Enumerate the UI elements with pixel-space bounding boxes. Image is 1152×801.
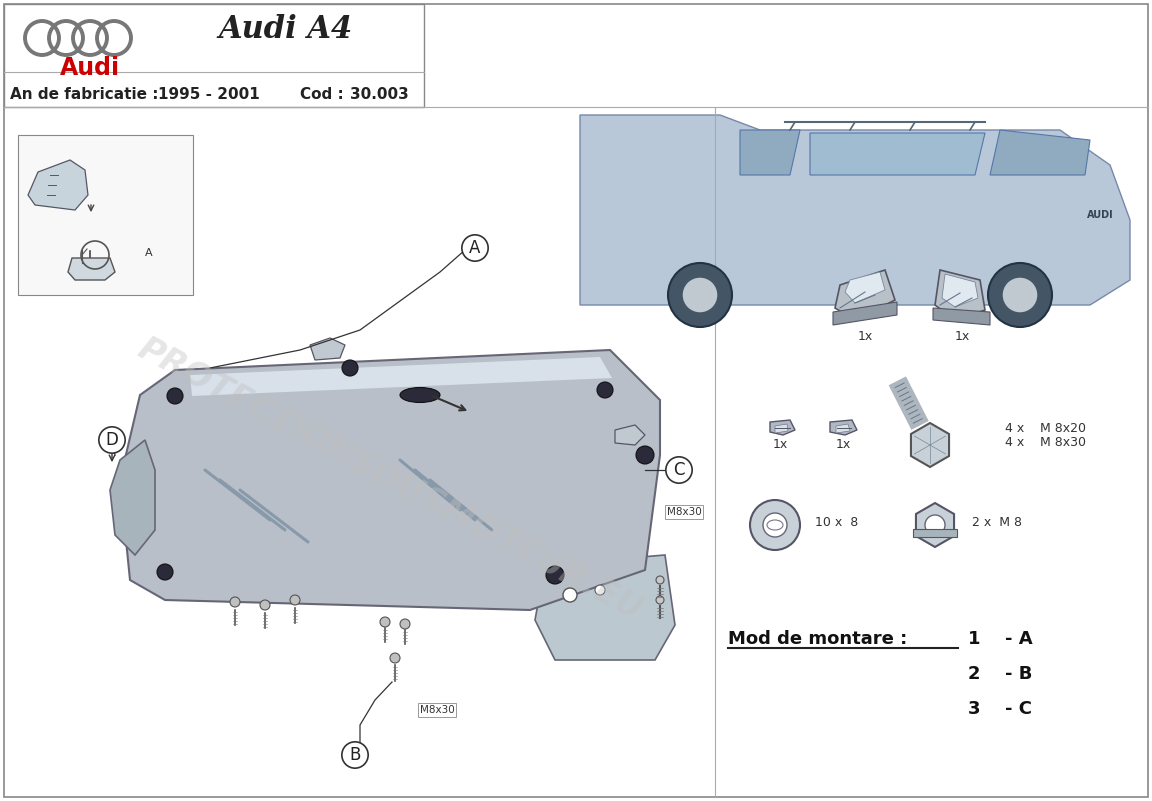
- Polygon shape: [579, 115, 1130, 305]
- Polygon shape: [310, 338, 344, 360]
- Text: C: C: [673, 461, 684, 479]
- Circle shape: [157, 564, 173, 580]
- Polygon shape: [990, 130, 1090, 175]
- Polygon shape: [615, 425, 645, 445]
- Circle shape: [342, 360, 358, 376]
- Polygon shape: [829, 420, 857, 435]
- Circle shape: [230, 597, 240, 607]
- Text: - A: - A: [1005, 630, 1032, 648]
- Ellipse shape: [400, 388, 440, 402]
- Circle shape: [290, 595, 300, 605]
- Text: 2 x  M 8: 2 x M 8: [972, 517, 1022, 529]
- Polygon shape: [835, 270, 895, 320]
- Text: 2: 2: [968, 665, 980, 683]
- Text: Mod de montare :: Mod de montare :: [728, 630, 908, 648]
- Circle shape: [925, 515, 945, 535]
- Text: 10 x  8: 10 x 8: [814, 517, 858, 529]
- Text: 1x: 1x: [835, 438, 850, 451]
- Text: - C: - C: [1005, 700, 1032, 718]
- Polygon shape: [68, 258, 115, 280]
- Polygon shape: [109, 440, 156, 555]
- Text: - B: - B: [1005, 665, 1032, 683]
- Polygon shape: [833, 302, 897, 325]
- Circle shape: [1002, 277, 1038, 313]
- Text: D: D: [106, 431, 119, 449]
- Text: A: A: [469, 239, 480, 257]
- Text: B: B: [349, 746, 361, 764]
- Text: AUDI: AUDI: [1086, 210, 1113, 220]
- Circle shape: [563, 588, 577, 602]
- Text: 1: 1: [968, 630, 980, 648]
- Polygon shape: [933, 308, 990, 325]
- Circle shape: [391, 653, 400, 663]
- Bar: [18, 135, 194, 295]
- Circle shape: [988, 263, 1052, 327]
- Polygon shape: [836, 424, 850, 433]
- Circle shape: [750, 500, 799, 550]
- Polygon shape: [914, 529, 957, 537]
- Text: M 8x20: M 8x20: [1040, 421, 1086, 434]
- Text: Audi: Audi: [60, 56, 120, 80]
- Circle shape: [400, 619, 410, 629]
- Polygon shape: [846, 272, 885, 303]
- Text: 1x: 1x: [954, 330, 970, 343]
- Circle shape: [636, 446, 654, 464]
- Polygon shape: [942, 274, 978, 307]
- Polygon shape: [935, 270, 985, 320]
- Text: 1995 - 2001: 1995 - 2001: [158, 87, 259, 102]
- Text: M 8x30: M 8x30: [1040, 436, 1086, 449]
- Text: M8x30: M8x30: [667, 507, 702, 517]
- Polygon shape: [810, 133, 985, 175]
- Text: Audi A4: Audi A4: [218, 14, 353, 45]
- Text: 1x: 1x: [857, 330, 872, 343]
- Polygon shape: [740, 130, 799, 175]
- Polygon shape: [535, 555, 675, 660]
- Text: 4 x: 4 x: [1005, 436, 1024, 449]
- Text: An de fabricatie :: An de fabricatie :: [10, 87, 159, 102]
- Circle shape: [655, 596, 664, 604]
- Circle shape: [682, 277, 718, 313]
- Circle shape: [668, 263, 732, 327]
- Text: 4 x: 4 x: [1005, 421, 1024, 434]
- Text: M8x30: M8x30: [420, 705, 455, 715]
- Text: Cod :: Cod :: [300, 87, 343, 102]
- Polygon shape: [911, 423, 949, 467]
- Polygon shape: [190, 357, 612, 396]
- Polygon shape: [120, 350, 660, 610]
- Circle shape: [763, 513, 787, 537]
- Text: 30.003: 30.003: [350, 87, 409, 102]
- Polygon shape: [916, 503, 954, 547]
- Polygon shape: [770, 420, 795, 435]
- Text: 3: 3: [968, 700, 980, 718]
- Circle shape: [546, 566, 564, 584]
- Circle shape: [597, 382, 613, 398]
- Circle shape: [655, 576, 664, 584]
- Circle shape: [260, 600, 270, 610]
- Bar: [3, 4, 424, 107]
- Text: A: A: [145, 248, 152, 258]
- Circle shape: [380, 617, 391, 627]
- Circle shape: [167, 388, 183, 404]
- Polygon shape: [775, 424, 788, 433]
- Text: PROTECTIONSOUSMOTEUR.EU: PROTECTIONSOUSMOTEUR.EU: [132, 332, 647, 627]
- Ellipse shape: [767, 520, 783, 530]
- Circle shape: [594, 585, 605, 595]
- Polygon shape: [28, 160, 88, 210]
- Text: 1x: 1x: [772, 438, 788, 451]
